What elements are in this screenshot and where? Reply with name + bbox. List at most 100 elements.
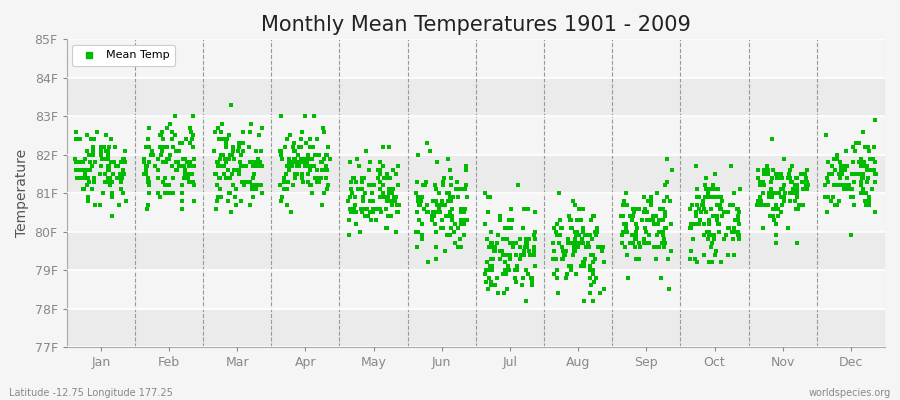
Point [356, 194, 371, 200]
Point [79, 132, 94, 139]
Point [139, 167, 153, 173]
Point [800, 167, 814, 173]
Point [158, 174, 172, 181]
Point [582, 290, 597, 296]
Point [449, 186, 464, 192]
Point [616, 221, 631, 227]
Point [705, 232, 719, 239]
Point [386, 186, 400, 192]
Point [171, 159, 185, 166]
Point [220, 140, 234, 146]
Point [172, 148, 186, 154]
Point [284, 163, 298, 170]
Point [80, 182, 94, 189]
Point [818, 194, 832, 200]
Point [578, 255, 592, 262]
Point [789, 186, 804, 192]
Point [492, 248, 507, 254]
Point [618, 224, 633, 231]
Point [855, 163, 869, 170]
Point [221, 132, 236, 139]
Point [451, 194, 465, 200]
Point [76, 186, 91, 192]
Point [526, 232, 541, 239]
Point [225, 182, 239, 189]
Point [243, 202, 257, 208]
Point [793, 202, 807, 208]
Point [225, 152, 239, 158]
Point [756, 178, 770, 185]
Point [616, 240, 630, 246]
Point [799, 186, 814, 192]
Point [756, 182, 770, 189]
Y-axis label: Temperature: Temperature [15, 149, 29, 237]
Point [629, 236, 643, 242]
Point [640, 209, 654, 216]
Point [594, 248, 608, 254]
Point [565, 224, 580, 231]
Point [373, 205, 387, 212]
Point [617, 198, 632, 204]
Point [113, 159, 128, 166]
Point [546, 248, 561, 254]
Point [576, 205, 590, 212]
Point [429, 244, 444, 250]
Point [185, 113, 200, 120]
Point [284, 209, 298, 216]
Point [731, 217, 745, 223]
Point [141, 144, 156, 150]
Point [731, 232, 745, 239]
Point [185, 178, 200, 185]
Point [706, 194, 721, 200]
Point [575, 240, 590, 246]
Point [301, 155, 315, 162]
Point [97, 155, 112, 162]
Point [660, 178, 674, 185]
Point [79, 182, 94, 189]
Point [114, 186, 129, 192]
Point [185, 132, 200, 139]
Point [226, 148, 240, 154]
Point [254, 148, 268, 154]
Point [380, 198, 394, 204]
Point [140, 163, 154, 170]
Point [105, 194, 120, 200]
Point [313, 159, 328, 166]
Point [618, 221, 633, 227]
Point [635, 217, 650, 223]
Point [151, 167, 166, 173]
Point [211, 194, 225, 200]
Point [104, 136, 118, 142]
Point [484, 240, 499, 246]
Point [352, 163, 366, 170]
Point [428, 221, 442, 227]
Point [114, 178, 129, 185]
Point [616, 213, 630, 220]
Point [140, 174, 155, 181]
Point [363, 198, 377, 204]
Point [589, 274, 603, 281]
Point [365, 209, 380, 216]
Point [382, 186, 396, 192]
Point [102, 144, 116, 150]
Point [799, 174, 814, 181]
Point [620, 252, 634, 258]
Point [445, 194, 459, 200]
Point [182, 178, 196, 185]
Point [146, 152, 160, 158]
Point [114, 171, 129, 177]
Point [111, 163, 125, 170]
Point [820, 209, 834, 216]
Point [789, 174, 804, 181]
Point [593, 290, 608, 296]
Point [710, 213, 724, 220]
Point [110, 174, 124, 181]
Point [842, 182, 856, 189]
Point [103, 182, 117, 189]
Point [482, 274, 496, 281]
Point [854, 182, 868, 189]
Point [433, 209, 447, 216]
Point [482, 267, 497, 273]
Point [554, 224, 569, 231]
Point [342, 159, 356, 166]
